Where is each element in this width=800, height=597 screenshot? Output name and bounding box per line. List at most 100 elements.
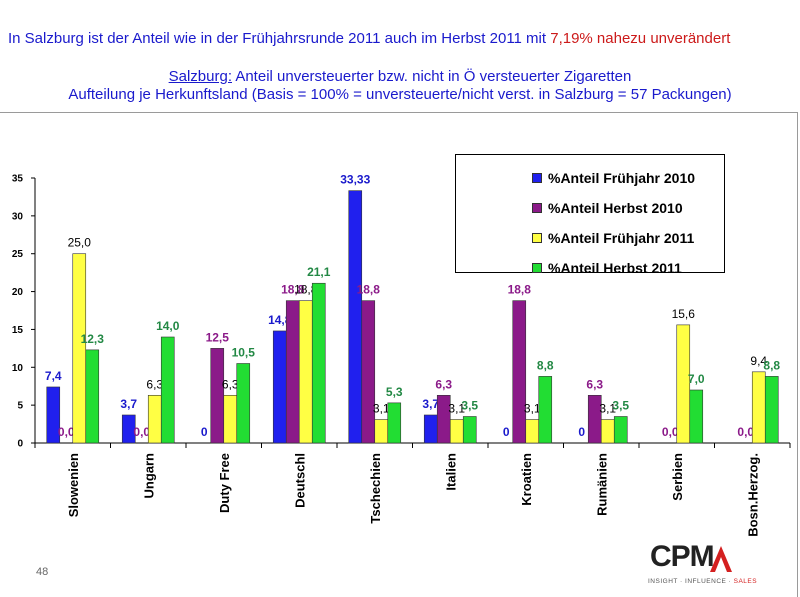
bar (449, 419, 464, 444)
x-tick-label: Tschechien (368, 453, 383, 524)
data-label: 15,6 (672, 307, 696, 321)
legend-label: %Anteil Frühjahr 2011 (548, 230, 695, 246)
bar (285, 300, 300, 444)
legend-label: %Anteil Herbst 2010 (548, 200, 683, 216)
bar (751, 371, 766, 444)
data-label: 33,33 (340, 173, 370, 187)
data-label: 0 (201, 425, 208, 439)
data-label: 0 (578, 425, 585, 439)
x-tick-label: Rumänien (594, 453, 609, 516)
x-tick-label: Slowenien (66, 453, 81, 517)
logo-tagline-accent: SALES (733, 578, 758, 585)
data-label: 6,3 (586, 377, 603, 391)
data-label: 5,3 (386, 385, 403, 399)
data-label: 9,4 (750, 354, 767, 368)
bar (298, 300, 313, 444)
bar (223, 394, 238, 444)
x-tick-label: Deutschl (292, 453, 307, 508)
x-tick-label: Italien (443, 453, 458, 491)
bar (613, 416, 628, 444)
bar (374, 419, 389, 444)
bar (46, 386, 61, 444)
logo-wordmark: CPM (650, 540, 715, 573)
data-label: 18,8 (357, 283, 381, 297)
data-label: 3,5 (612, 399, 629, 413)
x-tick-label: Ungarn (141, 453, 156, 499)
bar (361, 300, 376, 444)
bar (147, 394, 162, 444)
data-label: 21,1 (307, 265, 331, 279)
data-label: 0 (503, 425, 510, 439)
data-label: 12,5 (206, 330, 230, 344)
slide-frame (0, 112, 798, 597)
data-label: 6,3 (146, 377, 163, 391)
y-tick-label: 20 (12, 287, 24, 298)
bar (210, 348, 225, 444)
legend-item: %Anteil Frühjahr 2011 (532, 223, 724, 253)
data-label: 0,0 (133, 425, 150, 439)
data-label: 18,8 (281, 283, 305, 297)
data-label: 6,3 (222, 377, 239, 391)
subtitle-description: Anteil unversteuerter bzw. nicht in Ö ve… (232, 68, 632, 85)
legend-item: %Anteil Frühjahr 2010 (532, 163, 724, 193)
subtitle-line-2: Aufteilung je Herkunftsland (Basis = 100… (68, 86, 732, 103)
y-tick-label: 30 (12, 211, 24, 222)
subtitle-region: Salzburg: (168, 68, 232, 85)
chart-subtitle: Salzburg: Anteil unversteuerter bzw. nic… (0, 68, 800, 104)
data-label: 0,0 (58, 425, 75, 439)
logo-tagline-text: INSIGHT · INFLUENCE · (648, 578, 734, 585)
x-tick-label: Serbien (670, 453, 685, 501)
data-label: 18,8 (294, 283, 318, 297)
data-label: 3,1 (524, 402, 541, 416)
data-label: 7,0 (688, 372, 705, 386)
y-tick-label: 25 (12, 249, 24, 260)
x-tick-label: Bosn.Herzog. (745, 453, 760, 537)
bar (423, 414, 438, 444)
y-tick-label: 5 (17, 401, 23, 412)
bar (387, 402, 402, 444)
bar (311, 282, 326, 444)
headline-text: In Salzburg ist der Anteil wie in der Fr… (8, 30, 551, 47)
legend-swatch (532, 173, 542, 183)
data-label: 3,1 (373, 402, 390, 416)
bar (587, 394, 602, 444)
legend-item: %Anteil Herbst 2010 (532, 193, 724, 223)
data-label: 12,3 (81, 332, 105, 346)
data-label: 3,7 (422, 397, 439, 411)
bar (436, 394, 451, 444)
data-label: 25,0 (68, 236, 92, 250)
data-label: 8,8 (537, 358, 554, 372)
data-label: 3,5 (461, 399, 478, 413)
page-number: 48 (36, 566, 49, 578)
x-tick-label: Duty Free (217, 453, 232, 513)
logo-arrow-icon (710, 546, 732, 572)
data-label: 6,3 (435, 377, 452, 391)
chart-legend: %Anteil Frühjahr 2010 %Anteil Herbst 201… (455, 154, 725, 276)
bar (676, 324, 691, 444)
x-tick-label: Kroatien (519, 453, 534, 506)
data-label: 7,4 (45, 369, 62, 383)
bar (348, 190, 363, 444)
legend-swatch (532, 263, 542, 273)
bar (764, 376, 779, 444)
legend-swatch (532, 233, 542, 243)
legend-label: %Anteil Herbst 2011 (548, 260, 682, 276)
legend-swatch (532, 203, 542, 213)
bar (160, 336, 175, 444)
data-label: 0,0 (737, 425, 754, 439)
cpm-logo: CPM INSIGHT · INFLUENCE · SALES (648, 540, 757, 592)
logo-tagline: INSIGHT · INFLUENCE · SALES (648, 578, 757, 585)
bar (85, 349, 100, 444)
data-label: 10,5 (232, 346, 256, 360)
bar (538, 376, 553, 444)
bar (525, 419, 540, 444)
bar (462, 416, 477, 444)
bar (512, 300, 527, 444)
data-label: 14,0 (156, 319, 180, 333)
data-label: 3,1 (599, 402, 616, 416)
legend-label: %Anteil Frühjahr 2010 (548, 170, 696, 186)
data-label: 18,8 (508, 283, 532, 297)
data-label: 8,8 (763, 358, 780, 372)
legend-item: %Anteil Herbst 2011 (532, 253, 724, 283)
